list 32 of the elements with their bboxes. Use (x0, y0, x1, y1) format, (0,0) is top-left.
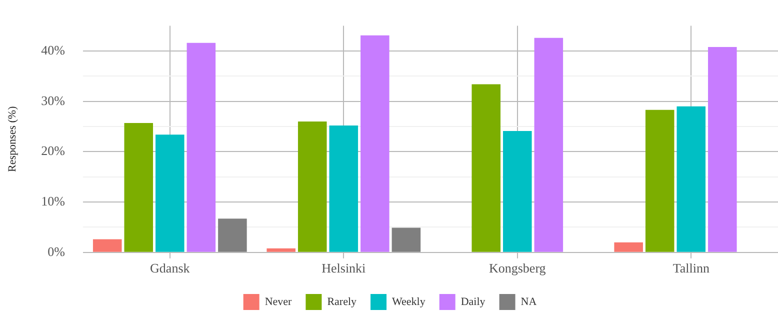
bar (645, 110, 674, 252)
bar (124, 122, 154, 252)
y-axis-title: Responses (%) (6, 106, 18, 172)
legend-label: Weekly (392, 296, 426, 308)
y-tick-label: 30% (41, 92, 66, 108)
y-tick-label: 0% (48, 244, 66, 259)
bar (534, 38, 564, 252)
y-tick-label: 20% (41, 143, 66, 158)
bar (329, 126, 358, 252)
legend-label: NA (520, 296, 537, 308)
bar (503, 131, 532, 252)
y-tick-label: 10% (41, 193, 66, 208)
bar (392, 228, 421, 252)
y-tick-label: 40% (41, 42, 66, 58)
legend-label: Rarely (327, 296, 358, 308)
bar (614, 242, 643, 252)
legend-label: Never (264, 296, 292, 308)
x-tick-label: Tallinn (672, 260, 710, 276)
bar (676, 106, 706, 252)
bar (266, 248, 296, 252)
bar (156, 134, 184, 252)
bar (708, 46, 737, 252)
x-tick-label: Kongsberg (488, 260, 546, 276)
bar (360, 35, 390, 252)
bar (92, 239, 122, 252)
bar (298, 121, 327, 252)
legend-label: Daily (460, 296, 486, 308)
bar (218, 218, 247, 252)
bar (186, 42, 216, 252)
x-tick-label: Gdansk (150, 260, 190, 276)
x-tick-label: Helsinki (322, 260, 366, 276)
bar (472, 84, 500, 252)
